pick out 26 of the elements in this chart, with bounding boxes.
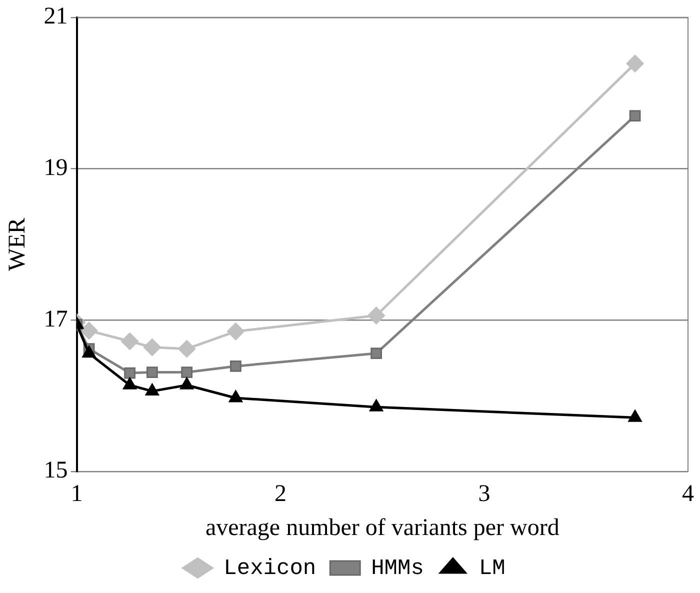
x-tick-label: 2 xyxy=(274,481,287,508)
point xyxy=(370,348,382,360)
y-axis-title: WER xyxy=(4,218,31,272)
y-tick-label: 19 xyxy=(44,155,68,182)
point xyxy=(230,360,242,372)
point xyxy=(121,332,139,350)
point xyxy=(178,340,196,358)
x-tick-label: 1 xyxy=(70,481,83,508)
legend-label: Lexicon xyxy=(224,556,316,581)
x-axis-title: average number of variants per word xyxy=(205,514,560,541)
point xyxy=(368,306,386,324)
x-tick-label: 4 xyxy=(682,481,694,508)
y-tick-label: 21 xyxy=(44,4,68,30)
x-tick-label: 3 xyxy=(478,481,490,508)
legend-label: LM xyxy=(478,556,506,581)
point xyxy=(146,366,158,378)
y-tick-label: 15 xyxy=(44,458,68,484)
point xyxy=(80,322,98,340)
y-tick-label: 17 xyxy=(44,306,68,332)
point xyxy=(626,54,644,72)
point xyxy=(124,367,136,379)
point xyxy=(629,110,641,122)
point xyxy=(226,322,244,340)
legend-label: HMMs xyxy=(371,556,424,581)
point xyxy=(143,338,161,356)
point xyxy=(181,366,193,378)
